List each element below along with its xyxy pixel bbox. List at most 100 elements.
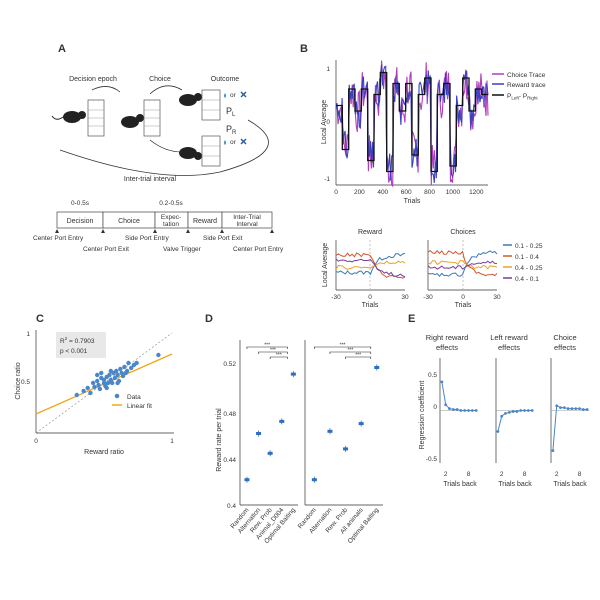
e-xtick: 8 (578, 471, 582, 478)
d-sig-stars: *** (340, 343, 346, 349)
c-xtick-0: 0 (34, 438, 38, 445)
prob-diff-line (336, 71, 488, 173)
c-data-point (126, 360, 131, 366)
trace-xtick: 400 (377, 189, 388, 196)
c-data-point (118, 366, 123, 372)
e-coef-line (441, 381, 477, 411)
trace-xtick: 1000 (446, 189, 461, 196)
c-data-point (134, 360, 139, 366)
c-data-point (101, 377, 107, 383)
e-ytick-0: 0 (433, 404, 437, 411)
c-data-point (96, 382, 101, 388)
trace-xticks: 0 200 400 600 800 1000 1200 (334, 189, 484, 196)
e-xlabel-2: Trials back (498, 481, 532, 488)
sub-series-line (427, 259, 498, 270)
e-coef-point (570, 407, 574, 410)
e-xtick: 2 (444, 471, 448, 478)
sub-title-reward: Reward (358, 229, 382, 236)
d-ytick-044: 0.44 (223, 457, 236, 464)
panel-label-b: B (300, 43, 308, 55)
seg-expectation-1: Expec- (161, 214, 181, 221)
sub-series-line (427, 249, 498, 277)
e-coef-point (440, 380, 444, 384)
c-legend-data: Data (127, 394, 141, 401)
e-title-1a: Right reward (426, 333, 469, 342)
trace-xtick: 200 (354, 189, 365, 196)
d-ytick-052: 0.52 (223, 361, 236, 368)
e-xtick: 8 (467, 471, 471, 478)
e-coef-point (551, 449, 555, 452)
panel-label-a: A (58, 43, 66, 55)
sub-lines (335, 249, 498, 279)
seg-choice: Choice (118, 218, 140, 225)
d-sig-bracket (329, 351, 372, 354)
event-valve-trigger: Valve Trigger (163, 246, 202, 253)
c-legend-fit: Linear fit (127, 403, 152, 410)
d-ytick-040: 0.4 (227, 503, 236, 510)
mouse-outcome-right-icon (179, 135, 221, 167)
c-plot (35, 332, 173, 434)
outcome-or-right: or (230, 139, 237, 146)
sub-xlabel-b: Trials (455, 302, 472, 309)
e-plot: 2 8 2 8 2 8 (439, 358, 589, 478)
outcome-or-left: or (230, 92, 237, 99)
c-data-point (120, 373, 126, 379)
sub-xtick-0-a: 0 (368, 294, 372, 301)
trace-xtick: 800 (424, 189, 435, 196)
legend-choice-trace: Choice Trace (507, 72, 546, 79)
c-data-point (108, 368, 114, 374)
c-ylabel: Choice ratio (15, 362, 22, 399)
d-sig-stars: *** (270, 348, 276, 354)
e-title-3a: Choice (553, 333, 576, 342)
c-legend (112, 393, 122, 406)
sub-legend-4: 0.4 - 0.1 (515, 276, 539, 283)
trace-xtick: 600 (401, 189, 412, 196)
panel-label-c: C (36, 313, 44, 325)
seg-decision: Decision (67, 218, 94, 225)
e-coef-point (585, 408, 589, 411)
sub-legend-3: 0.4 - 0.25 (515, 265, 543, 272)
e-coef-point (511, 410, 515, 413)
panel-label-e: E (408, 313, 415, 325)
water-drop-icon (224, 93, 226, 145)
trace-xtick: 0 (334, 189, 338, 196)
e-coef-point (444, 403, 448, 407)
sub-axes (335, 240, 497, 291)
e-coef-point (470, 409, 474, 412)
duration-expectation: 0.2-0.5s (159, 200, 183, 207)
sub-series-line (335, 258, 406, 278)
legend-reward-trace: Reward trace (507, 82, 546, 89)
c-data-point (156, 352, 161, 358)
e-coef-line (497, 410, 533, 432)
e-coef-point (507, 411, 511, 414)
panel-label-d: D (205, 313, 213, 325)
e-ytick-neg05: -0.5 (426, 456, 438, 463)
seg-expectation-2: tation (163, 221, 179, 228)
e-coef-point (474, 409, 478, 412)
e-coef-line (552, 404, 588, 451)
mouse-decision-icon (51, 99, 105, 137)
e-coef-point (562, 406, 566, 410)
e-coef-point (448, 407, 451, 410)
c-data-point (122, 364, 127, 370)
c-data-point (95, 372, 100, 378)
trace-ytick-neg1: -1 (324, 176, 330, 183)
d-sig-stars: *** (276, 353, 282, 359)
trace-axes (335, 60, 488, 186)
c-stats-r2: R2 = 0.7903 (60, 336, 95, 345)
sub-xtick-0-b: 0 (461, 294, 465, 301)
d-axes (239, 340, 383, 506)
c-data-point (90, 380, 96, 386)
c-data-point (115, 372, 120, 378)
e-coef-point (574, 407, 578, 410)
c-data-point (129, 365, 134, 371)
prob-right-label: PR (226, 124, 237, 136)
c-data-point (99, 370, 104, 376)
c-axes (35, 330, 174, 434)
d-sig-bracket (246, 346, 288, 349)
e-title-2a: Left reward (490, 333, 528, 342)
mouse-choice-icon (121, 99, 161, 137)
seg-iti-1: Inter-Trial (233, 214, 261, 221)
c-data-point (104, 385, 109, 391)
e-coef-point (515, 410, 519, 413)
